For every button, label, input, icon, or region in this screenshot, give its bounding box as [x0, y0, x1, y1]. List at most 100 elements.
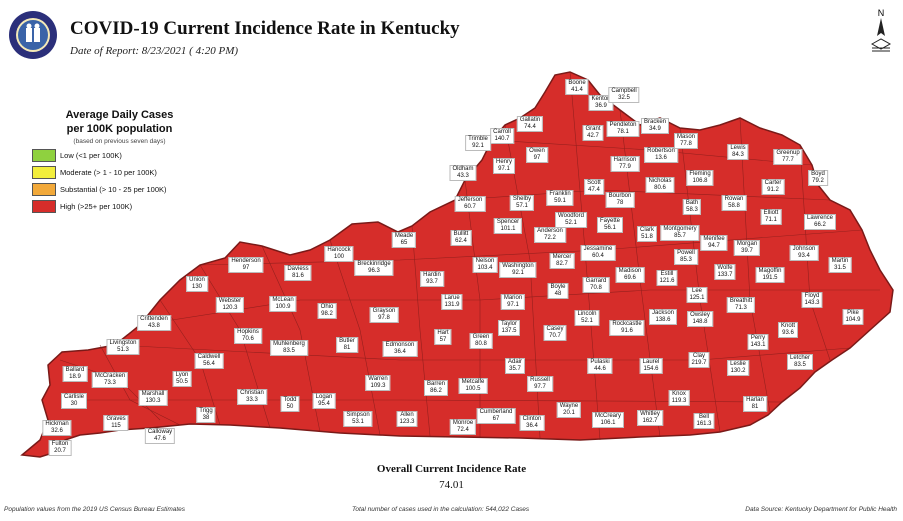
- county-rate: 79.2: [812, 178, 824, 184]
- county-name: Marion: [503, 295, 523, 301]
- county-rate: 103.4: [477, 265, 493, 271]
- county-name: Grant: [585, 126, 601, 132]
- county-name: Webster: [218, 298, 242, 304]
- footer-data-source: Data Source: Kentucky Department for Pub…: [745, 506, 897, 513]
- county-label-lewis: Lewis 84.3: [727, 144, 749, 160]
- county-label-harrison: Harrison 77.9: [610, 156, 640, 172]
- county-rate: 98.2: [321, 311, 333, 317]
- county-label-gallatin: Gallatin 74.4: [516, 116, 544, 132]
- county-label-union: Union 130: [186, 276, 208, 292]
- county-name: Pike: [847, 310, 859, 316]
- county-name: Rockcastle: [612, 321, 642, 327]
- county-label-rockcastle: Rockcastle 91.6: [609, 320, 645, 336]
- county-label-pendleton: Pendleton 78.1: [606, 121, 640, 137]
- county-rate: 138.6: [655, 317, 671, 323]
- county-name: Carroll: [493, 129, 511, 135]
- county-rate: 85.3: [680, 257, 692, 263]
- county-rate: 85.7: [674, 233, 686, 239]
- county-rate: 78.1: [617, 129, 629, 135]
- county-label-bullitt: Bullitt 62.4: [450, 230, 472, 246]
- county-name: Floyd: [804, 293, 820, 299]
- county-label-ballard: Ballard 18.9: [62, 366, 88, 382]
- county-label-marion: Marion 97.1: [500, 294, 526, 310]
- legend-item-low: Low (<1 per 100K): [32, 149, 207, 162]
- county-name: Breathitt: [729, 298, 753, 304]
- county-label-mason: Mason 77.8: [673, 133, 699, 149]
- county-label-trigg: Trigg 38: [196, 407, 216, 423]
- county-label-warren: Warren 109.3: [365, 375, 391, 391]
- county-name: Bourbon: [608, 193, 632, 199]
- county-rate: 60.4: [592, 253, 604, 259]
- county-label-ohio: Ohio 98.2: [317, 303, 337, 319]
- county-name: Casey: [546, 326, 564, 332]
- county-name: Clinton: [522, 416, 542, 422]
- county-name: Henderson: [231, 258, 261, 264]
- county-label-carter: Carter 91.2: [761, 179, 785, 195]
- county-name: Nelson: [475, 258, 495, 264]
- county-name: Metcalfe: [461, 379, 485, 385]
- county-rate: 93.6: [782, 330, 794, 336]
- county-label-caldwell: Caldwell 56.4: [194, 353, 224, 369]
- county-name: Edmonson: [385, 342, 415, 348]
- county-name: Elliott: [763, 210, 779, 216]
- county-name: Bullitt: [453, 231, 469, 237]
- county-label-campbell: Campbell 32.5: [608, 87, 640, 103]
- county-name: Marshall: [141, 391, 165, 397]
- county-label-wolfe: Wolfe 133.7: [714, 264, 736, 280]
- county-rate: 77.8: [680, 141, 692, 147]
- county-label-muhlenberg: Muhlenberg 83.5: [270, 340, 308, 356]
- county-rate: 36.9: [595, 103, 607, 109]
- county-label-menifee: Menifee 94.7: [700, 235, 728, 251]
- county-name: Logan: [315, 394, 333, 400]
- county-rate: 219.7: [691, 360, 707, 366]
- county-name: Boyle: [550, 284, 566, 290]
- county-rate: 120.3: [222, 305, 238, 311]
- county-name: Kenton: [591, 96, 611, 102]
- county-rate: 106.8: [692, 178, 708, 184]
- footer-population-note: Population values from the 2019 US Censu…: [4, 506, 186, 513]
- county-name: Johnson: [792, 246, 816, 252]
- county-label-estill: Estill 121.6: [656, 270, 678, 286]
- county-rate: 30: [70, 401, 78, 407]
- county-label-leslie: Leslie 130.2: [727, 360, 749, 376]
- county-rate: 72.4: [457, 427, 469, 433]
- county-name: Calloway: [147, 429, 173, 435]
- county-label-henry: Henry 97.1: [492, 158, 516, 174]
- county-rate: 52.1: [581, 318, 593, 324]
- county-rate: 51.3: [117, 347, 129, 353]
- county-label-carlisle: Carlisle 30: [60, 393, 88, 409]
- county-name: Clark: [639, 227, 655, 233]
- county-label-madison: Madison 69.6: [615, 267, 645, 283]
- county-rate: 143.1: [750, 342, 766, 348]
- county-label-grayson: Grayson 97.8: [369, 307, 399, 323]
- county-label-spencer: Spencer 101.1: [493, 218, 523, 234]
- county-name: Hickman: [45, 421, 69, 427]
- county-rate: 100.9: [275, 304, 291, 310]
- county-label-montgomery: Montgomery 85.7: [660, 225, 700, 241]
- county-rate: 36.4: [394, 349, 406, 355]
- county-name: Powell: [677, 250, 695, 256]
- county-rate: 83.5: [794, 362, 806, 368]
- county-label-butler: Butler 81: [336, 337, 358, 353]
- county-rate: 82.7: [556, 261, 568, 267]
- county-label-knott: Knott 93.6: [777, 322, 799, 338]
- county-rate: 123.3: [399, 419, 415, 425]
- county-rate: 93.7: [426, 279, 438, 285]
- county-name: Fleming: [689, 171, 711, 177]
- county-name: Hardin: [423, 272, 441, 278]
- county-label-pulaski: Pulaski 44.6: [587, 358, 613, 374]
- county-label-nicholas: Nicholas 80.6: [645, 177, 675, 193]
- county-name: Caldwell: [197, 354, 221, 360]
- county-rate: 97.1: [507, 302, 519, 308]
- county-rate: 70.6: [242, 336, 254, 342]
- county-rate: 92.1: [472, 143, 484, 149]
- county-rate: 130.3: [145, 398, 161, 404]
- county-rate: 101.1: [500, 226, 516, 232]
- county-label-simpson: Simpson 53.1: [343, 411, 373, 427]
- county-name: Harlan: [746, 397, 764, 403]
- county-label-carroll: Carroll 140.7: [490, 128, 514, 144]
- county-name: Woodford: [558, 213, 584, 219]
- county-label-breathitt: Breathitt 71.3: [726, 297, 756, 313]
- county-name: Knox: [672, 391, 686, 397]
